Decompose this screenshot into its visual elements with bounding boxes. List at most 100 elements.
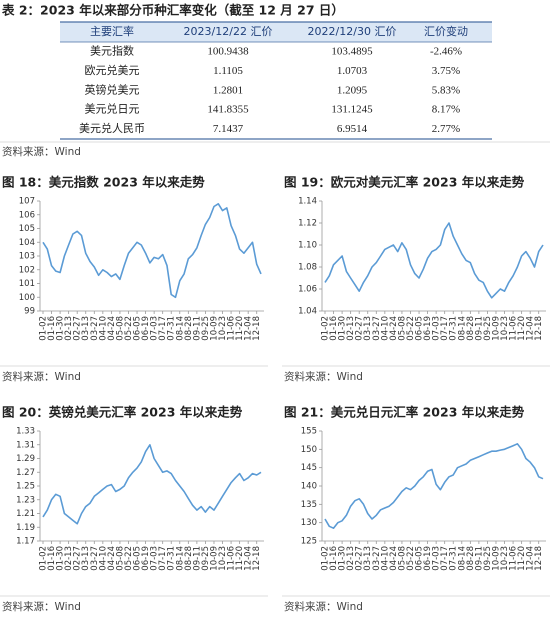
x-tick-label: 09-25 [483,546,493,571]
y-tick-label: 107 [19,197,35,207]
x-tick-label: 05-22 [124,546,134,571]
table-cell: 6.9514 [337,123,368,135]
table-cell: 3.75% [432,65,460,77]
x-tick-label: 08-14 [457,546,467,571]
y-tick-label: 101 [19,279,35,289]
table-cell: 100.9438 [207,46,249,58]
x-tick-label: 05-22 [124,316,134,341]
source: 资料来源：Wind [2,145,81,158]
x-tick-label: 10-23 [500,546,510,571]
x-tick-label: 09-25 [201,546,211,571]
x-tick-label: 01-30 [338,546,348,571]
x-tick-label: 12-18 [534,546,544,571]
y-tick-label: 1.23 [16,495,35,505]
y-tick-label: 1.06 [298,285,317,295]
y-tick-label: 140 [301,482,317,492]
x-tick-label: 04-10 [380,546,390,571]
x-tick-label: 11-20 [517,546,527,571]
x-tick-label: 02-13 [64,316,74,341]
line-series [42,203,262,299]
x-tick-label: 02-27 [73,316,83,341]
x-tick-label: 11-06 [227,316,237,341]
table-cell: 2.77% [432,123,460,135]
y-tick-label: 1.04 [298,307,317,317]
chart-title: 图 18：美元指数 2023 年以来走势 [2,175,205,190]
x-tick-label: 10-23 [218,546,228,571]
y-tick-label: 1.25 [16,482,35,492]
table-header: 2023/12/22 汇价 [184,25,273,38]
x-tick-label: 07-03 [432,546,442,571]
x-tick-label: 08-28 [466,546,476,571]
x-tick-label: 03-27 [90,316,100,341]
x-tick-label: 11-06 [509,546,519,571]
y-tick-label: 130 [301,518,317,528]
x-tick-label: 06-05 [415,316,425,341]
x-tick-label: 01-16 [329,316,339,341]
x-tick-label: 01-02 [39,316,49,341]
x-tick-label: 03-13 [81,316,91,341]
x-tick-label: 08-28 [184,546,194,571]
x-tick-label: 02-13 [346,546,356,571]
x-tick-label: 09-11 [474,316,484,341]
x-tick-label: 07-03 [150,546,160,571]
line-series [42,444,262,525]
x-tick-label: 03-13 [363,316,373,341]
x-tick-label: 11-20 [235,546,245,571]
y-tick-label: 105 [19,224,35,234]
x-tick-label: 06-05 [133,316,143,341]
y-tick-label: 104 [19,238,35,248]
y-tick-label: 106 [19,210,35,220]
table-cell: 美元指数 [90,44,134,58]
table-cell: 1.2095 [337,84,368,96]
x-tick-label: 05-22 [406,316,416,341]
x-tick-label: 01-16 [47,546,57,571]
x-tick-label: 03-27 [372,546,382,571]
table-cell: 1.0703 [337,65,368,77]
y-tick-label: 1.29 [16,454,35,464]
x-tick-label: 12-04 [526,546,536,571]
table-cell: 5.83% [432,84,460,96]
x-tick-label: 03-13 [81,546,91,571]
table-cell: 美元兑人民币 [79,121,145,135]
source: 资料来源：Wind [2,600,81,613]
x-tick-label: 07-17 [158,316,168,341]
x-tick-label: 08-28 [184,316,194,341]
x-tick-label: 07-03 [150,316,160,341]
x-tick-label: 09-11 [192,316,202,341]
source: 资料来源：Wind [284,370,363,383]
x-tick-label: 10-09 [491,316,501,341]
x-tick-label: 08-14 [457,316,467,341]
x-tick-label: 12-18 [252,546,262,571]
y-tick-label: 1.21 [16,509,35,519]
x-tick-label: 09-11 [192,546,202,571]
x-tick-label: 04-10 [98,546,108,571]
x-tick-label: 03-27 [90,546,100,571]
x-tick-label: 06-05 [133,546,143,571]
table-cell: 141.8355 [207,104,249,116]
x-tick-label: 01-30 [338,316,348,341]
x-tick-label: 01-30 [56,546,66,571]
table-cell: 欧元兑美元 [85,63,140,77]
y-tick-label: 1.33 [16,427,35,437]
table-cell: 7.1437 [213,123,244,135]
x-tick-label: 11-20 [235,316,245,341]
table-cell: -2.46% [430,46,462,58]
chart-title: 图 21：美元兑日元汇率 2023 年以来走势 [284,405,525,420]
y-tick-label: 103 [19,252,35,262]
x-tick-label: 08-14 [175,316,185,341]
x-tick-label: 02-27 [355,316,365,341]
x-tick-label: 06-19 [423,546,433,571]
table-cell: 1.1105 [213,65,243,77]
y-tick-label: 1.08 [298,263,317,273]
x-tick-label: 04-24 [389,316,399,341]
x-tick-label: 07-31 [449,546,459,571]
x-tick-label: 04-24 [107,316,117,341]
y-tick-label: 99 [24,307,35,317]
x-tick-label: 01-02 [321,316,331,341]
y-tick-label: 1.12 [298,219,317,229]
y-tick-label: 135 [301,500,317,510]
table-cell: 131.1245 [331,104,373,116]
x-tick-label: 12-04 [526,316,536,341]
x-tick-label: 12-18 [252,316,262,341]
line-series [324,443,544,529]
